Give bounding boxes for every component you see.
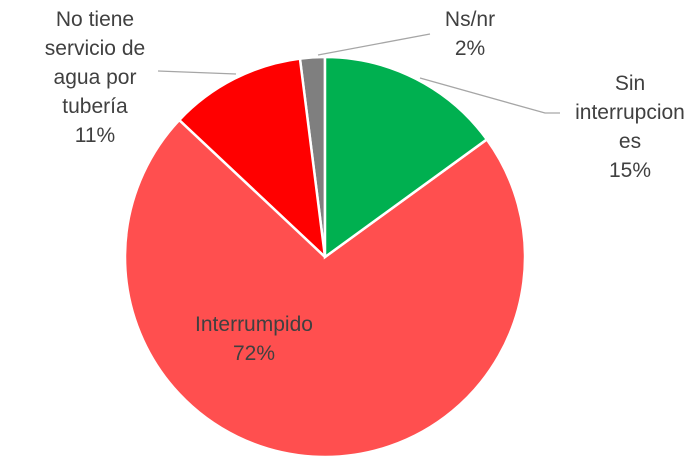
leader-line: [157, 70, 237, 75]
slice-label: Interrumpido 72%: [176, 310, 332, 368]
value-label: 72%: [232, 342, 276, 365]
category-label: Ns/nr: [444, 8, 496, 31]
leader-line: [419, 77, 560, 114]
pie-slice: [123, 118, 527, 459]
pie-slice: [323, 55, 489, 260]
slice-label: No tiene servicio de agua por tubería 11%: [20, 5, 170, 150]
value-label: 2%: [454, 37, 486, 60]
leader-line: [317, 33, 431, 56]
value-label: 11%: [74, 124, 116, 147]
category-label: Interrumpido: [195, 313, 313, 336]
category-label: No tiene servicio de agua por tubería: [44, 8, 146, 118]
slice-label: Sin interrupciones 15%: [572, 69, 688, 185]
value-label: 15%: [608, 159, 652, 182]
slice-label: Ns/nr 2%: [420, 5, 520, 63]
category-label: Sin interrupciones: [575, 72, 685, 153]
pie-slice: [177, 57, 327, 261]
